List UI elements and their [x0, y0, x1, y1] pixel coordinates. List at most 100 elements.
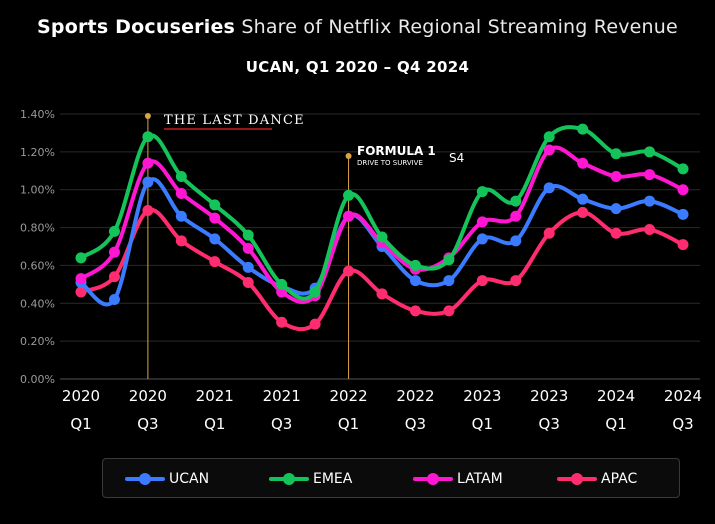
- apac-point: [142, 205, 154, 217]
- apac-point: [75, 286, 87, 298]
- emea-point: [677, 163, 689, 175]
- apac-point: [376, 288, 388, 300]
- legend-label-ucan: UCAN: [169, 471, 210, 487]
- ucan-point: [409, 275, 421, 287]
- latam-point: [209, 212, 221, 224]
- emea-point: [108, 225, 120, 237]
- apac-point: [510, 275, 522, 287]
- axis-layer: 0.00% 0.20% 0.40% 0.60% 0.80% 1.00% 1.20% 1.40%…: [20, 108, 702, 433]
- latam-point: [677, 184, 689, 196]
- last-dance-marker-dot: [144, 113, 151, 119]
- latam-point: [175, 188, 187, 199]
- emea-point: [443, 254, 455, 266]
- emea-point: [142, 131, 154, 143]
- apac-point: [209, 256, 221, 268]
- emea-point: [276, 278, 288, 290]
- legend-swatch-apac: [557, 473, 597, 485]
- chart-title-bold: Sports Docuseries: [37, 16, 236, 38]
- legend-swatch-ucan: [125, 473, 165, 485]
- apac-point: [476, 275, 488, 287]
- x-tick-quarter: Q1: [472, 415, 493, 433]
- annotation-layer: THE LAST DANCE FORMULA 1 DRIVE TO SURVIV…: [144, 113, 464, 379]
- y-tick-label: 1.20%: [20, 146, 55, 159]
- x-tick-year: 2023: [530, 387, 568, 405]
- emea-point: [476, 186, 488, 198]
- formula1-season: S4: [449, 151, 464, 165]
- legend-item-latam[interactable]: LATAM: [413, 470, 503, 488]
- emea-point: [343, 189, 355, 201]
- formula1-logo-text: FORMULA 1: [357, 144, 436, 158]
- ucan-point: [476, 233, 488, 245]
- x-tick-year: 2024: [597, 387, 635, 405]
- ucan-point: [108, 294, 120, 305]
- legend-swatch-latam: [413, 473, 453, 485]
- legend-item-ucan[interactable]: UCAN: [125, 470, 209, 488]
- x-tick-year: 2020: [62, 387, 100, 405]
- emea-point: [577, 123, 589, 135]
- x-tick-year: 2023: [463, 387, 501, 405]
- ucan-point: [175, 210, 187, 222]
- ucan-point: [610, 203, 622, 215]
- latam-point: [644, 169, 656, 181]
- emea-point: [510, 195, 522, 207]
- legend-item-apac[interactable]: APAC: [557, 470, 637, 488]
- apac-point: [610, 227, 622, 239]
- x-tick-year: 2021: [196, 387, 234, 405]
- x-tick-quarter: Q3: [672, 415, 693, 433]
- ucan-point: [443, 275, 455, 287]
- legend-swatch-emea: [269, 473, 309, 485]
- ucan-point: [677, 208, 689, 220]
- y-tick-label: 0.60%: [20, 259, 55, 272]
- latam-point: [75, 273, 87, 285]
- ucan-point: [644, 195, 656, 207]
- ucan-point: [242, 261, 254, 273]
- x-tick-quarter: Q1: [605, 415, 626, 433]
- apac-point: [577, 206, 589, 218]
- x-tick-quarter: Q3: [539, 415, 560, 433]
- latam-point: [510, 210, 522, 222]
- y-tick-label: 0.20%: [20, 335, 55, 348]
- legend-label-latam: LATAM: [457, 471, 503, 487]
- apac-point: [443, 305, 455, 317]
- emea-point: [610, 148, 622, 160]
- x-tick-year: 2024: [664, 387, 702, 405]
- x-tick-quarter: Q1: [70, 415, 91, 433]
- latam-point: [610, 170, 622, 182]
- apac-point: [108, 271, 120, 283]
- chart-legend: UCAN EMEA LATAM APAC: [102, 458, 680, 498]
- latam-point: [242, 242, 254, 254]
- formula1-marker-dot: [345, 153, 352, 159]
- series-layer: [75, 123, 689, 332]
- y-tick-label: 0.80%: [20, 222, 55, 235]
- legend-label-apac: APAC: [601, 471, 638, 487]
- x-tick-quarter: Q3: [137, 415, 158, 433]
- apac-point: [409, 305, 421, 317]
- emea-point: [175, 170, 187, 182]
- y-tick-label: 1.40%: [20, 108, 55, 121]
- series-emea: [75, 123, 689, 301]
- emea-point: [209, 199, 221, 211]
- apac-point: [644, 223, 656, 235]
- emea-point: [242, 229, 254, 241]
- emea-point: [75, 252, 87, 264]
- ucan-point: [142, 176, 154, 188]
- latam-point: [343, 210, 355, 222]
- latam-point: [577, 157, 589, 169]
- x-tick-quarter: Q3: [271, 415, 292, 433]
- emea-point: [409, 259, 421, 271]
- chart-title: Sports Docuseries Share of Netflix Regio…: [0, 16, 715, 38]
- series-apac: [75, 205, 689, 332]
- legend-label-emea: EMEA: [313, 471, 353, 487]
- emea-point: [644, 146, 656, 158]
- apac-point: [175, 235, 187, 247]
- x-tick-quarter: Q1: [338, 415, 359, 433]
- x-tick-quarter: Q3: [405, 415, 426, 433]
- apac-point: [309, 318, 321, 330]
- formula1-subtitle: DRIVE TO SURVIVE: [357, 159, 423, 167]
- y-tick-label: 0.00%: [20, 373, 55, 386]
- apac-point: [343, 265, 355, 277]
- legend-item-emea[interactable]: EMEA: [269, 470, 352, 488]
- latam-point: [476, 216, 488, 228]
- apac-point: [276, 316, 288, 328]
